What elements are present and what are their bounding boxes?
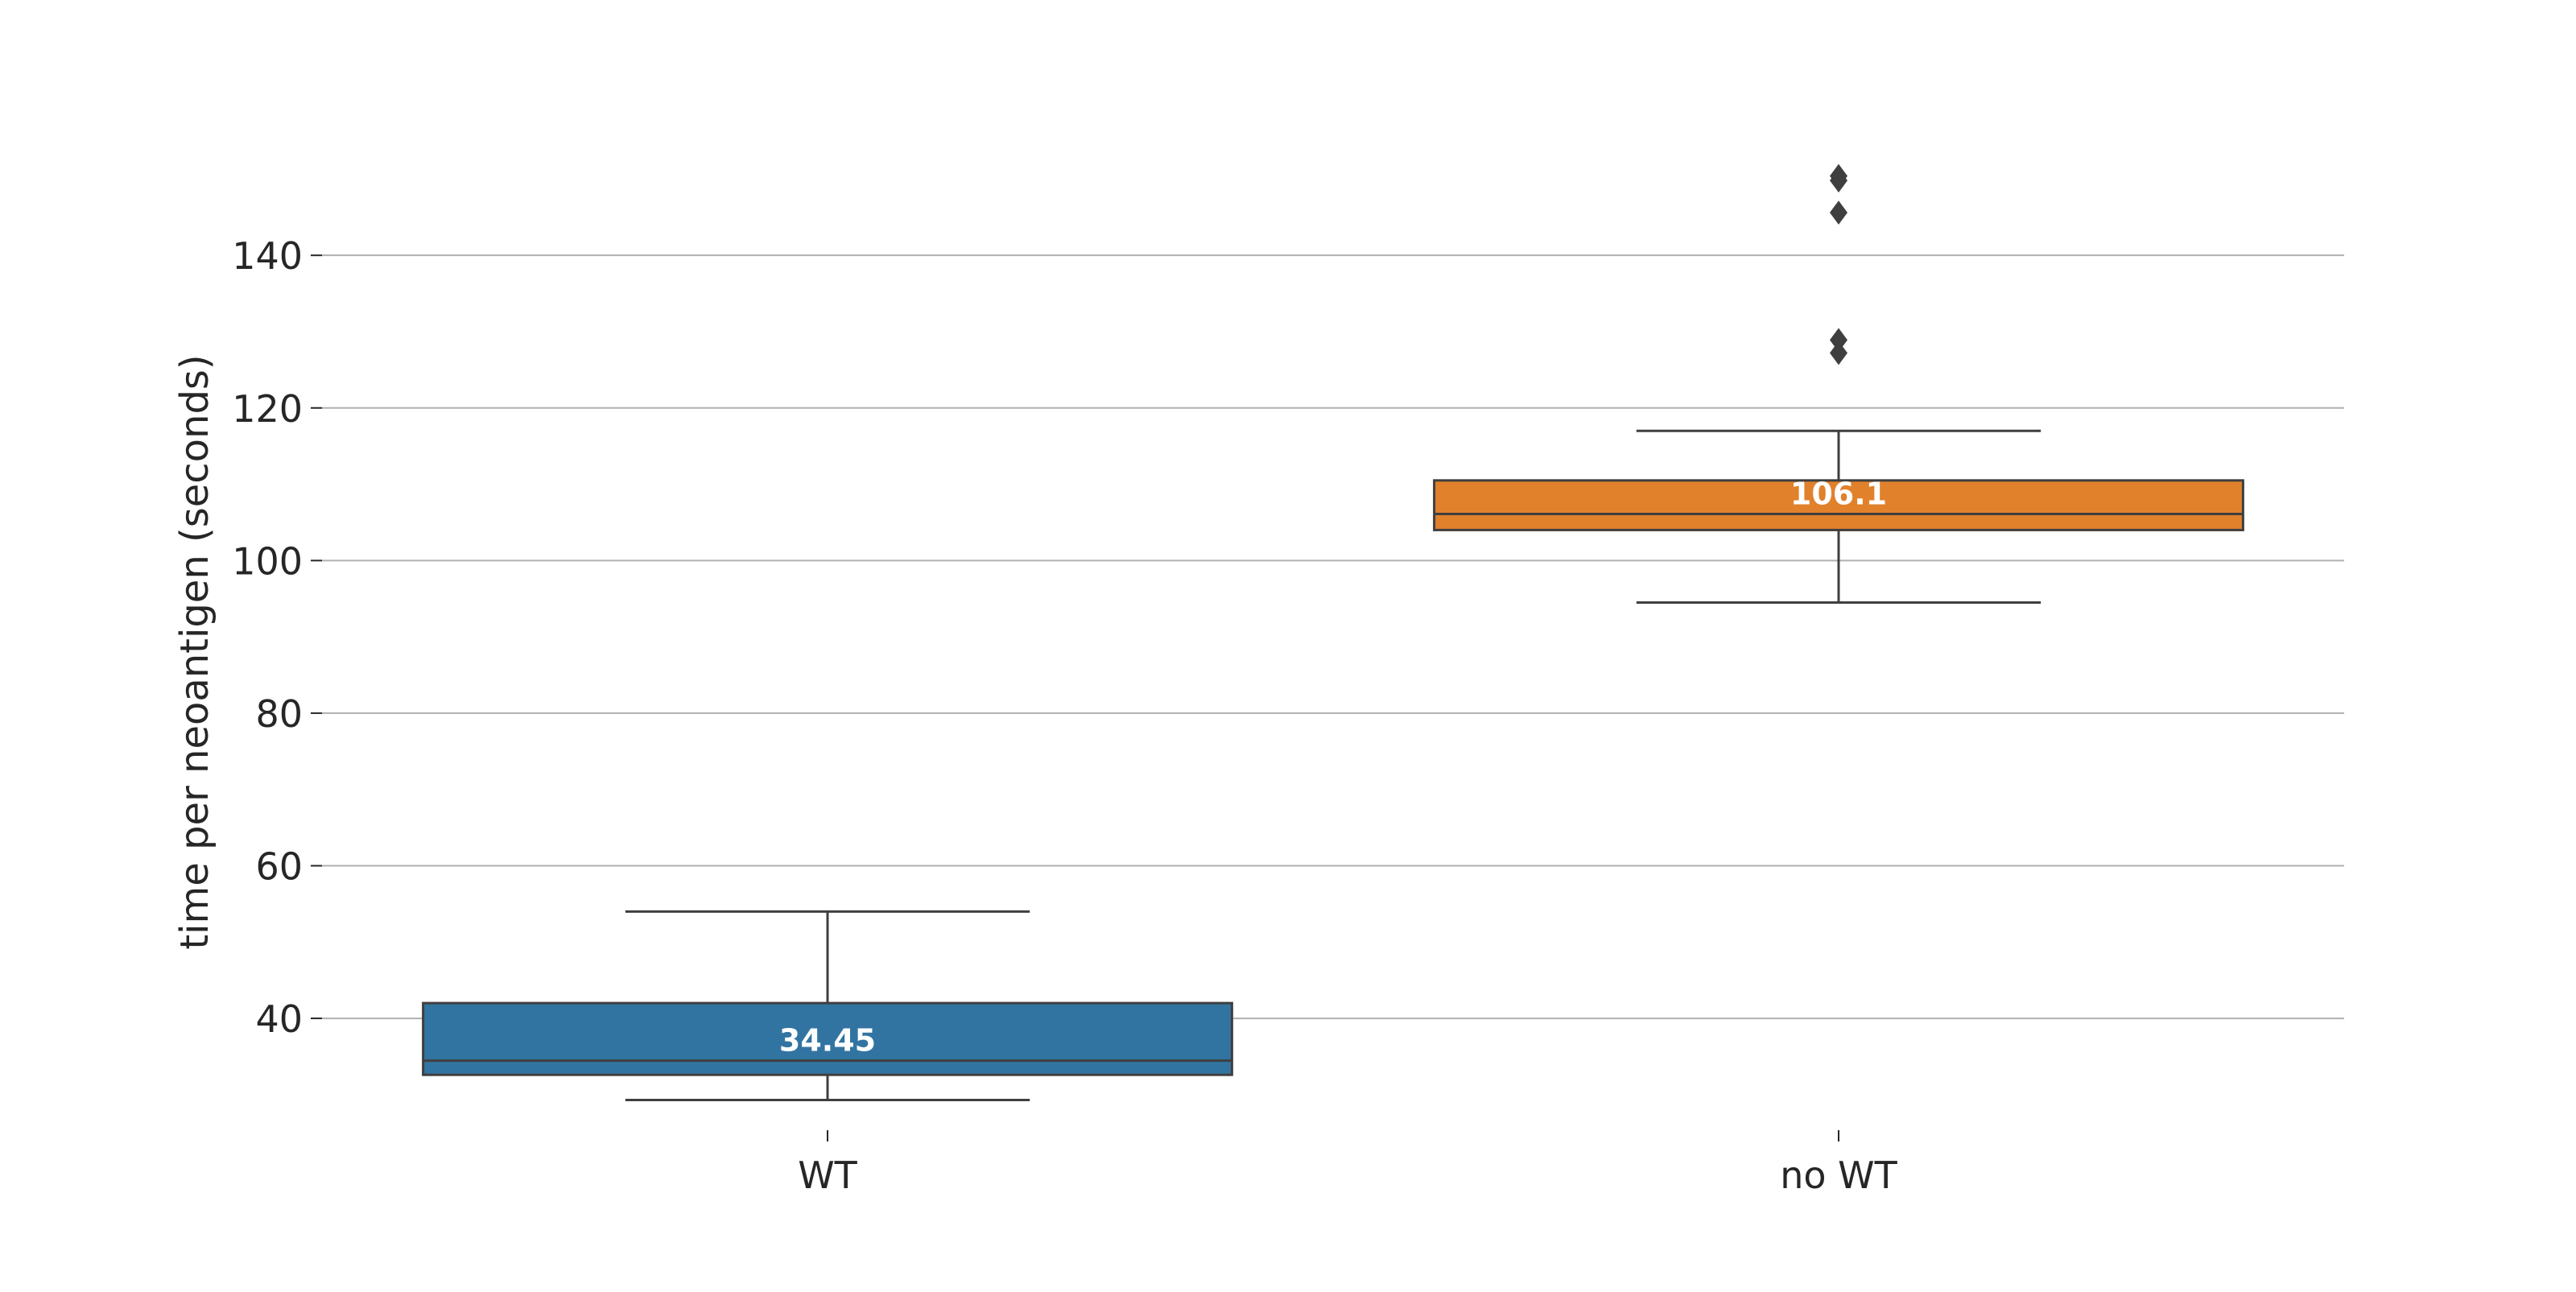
iqr-box <box>422 1001 1233 1076</box>
median-label: 34.45 <box>779 1023 876 1059</box>
y-tick-label: 40 <box>255 997 303 1041</box>
y-axis-label: time per neoantigen (seconds) <box>172 354 217 949</box>
y-tick-label: 100 <box>232 539 303 583</box>
boxes-layer: 34.45 106.1 <box>422 163 2244 1102</box>
y-tick-label: 120 <box>232 387 303 431</box>
x-axis: WT no WT <box>798 1130 1898 1197</box>
outlier-point <box>1830 163 1847 188</box>
median-label: 106.1 <box>1790 477 1887 512</box>
y-tick-label: 140 <box>232 234 303 278</box>
outlier-point <box>1830 341 1847 365</box>
y-tick-label: 60 <box>255 844 303 888</box>
x-tick-label: WT <box>798 1154 857 1197</box>
y-tick-label: 80 <box>255 692 303 736</box>
box-group-no-wt: 106.1 <box>1433 163 2244 604</box>
y-axis: 40 60 80 100 120 140 <box>232 234 322 1041</box>
x-tick-label: no WT <box>1780 1154 1897 1197</box>
iqr-box <box>1433 479 2244 531</box>
box-group-wt: 34.45 <box>422 910 1233 1102</box>
outlier-point <box>1830 200 1847 225</box>
outlier-point <box>1830 328 1847 353</box>
grid-layer <box>322 254 2344 1020</box>
